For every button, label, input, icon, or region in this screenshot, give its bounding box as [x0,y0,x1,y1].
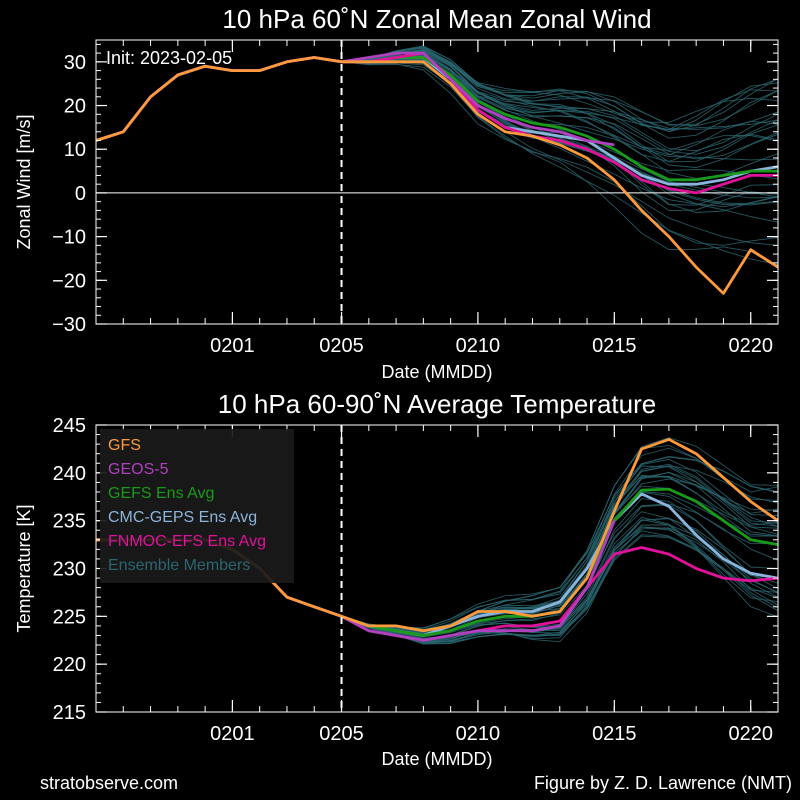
chart-figure: 10 hPa 60˚N Zonal Mean Zonal Wind Date (M… [14,4,779,769]
x-tick-label: 0210 [456,723,501,745]
legend-entry: GFS [108,437,141,454]
ensemble-member-line [341,519,779,642]
legend-entry: GEFS Ens Avg [108,485,214,502]
x-tick-label: 0215 [592,335,637,357]
legend: GFS GEOS-5 GEFS Ens Avg CMC-GEPS Ens Avg FNM… [100,429,294,583]
x-tick-label: 0205 [319,723,364,745]
ensemble-member-line [341,45,779,126]
ensemble-member-line [341,58,779,180]
y-axis-label: Temperature [K] [14,504,34,632]
ensemble-member-line [341,50,779,124]
init-annotation: Init: 2023-02-05 [106,48,232,68]
ensemble-member-line [341,503,779,639]
ensemble-member-line [341,47,779,139]
x-tick-label: 0220 [728,723,773,745]
ensemble-member-line [341,534,779,645]
y-tick-label: 20 [64,96,86,118]
ensemble-member-line [341,61,779,266]
x-tick-label: 0220 [728,335,773,357]
y-tick-label: 235 [53,511,86,533]
chart-title: 10 hPa 60˚N Zonal Mean Zonal Wind [222,4,651,34]
legend-box [100,429,294,583]
footer-credit: Figure by Z. D. Lawrence (NMT) [533,773,792,793]
footer-site: stratobserve.com [40,773,179,793]
x-axis-label: Date (MMDD) [382,362,493,382]
y-axis-label: Zonal Wind [m/s] [14,114,34,249]
x-tick-label: 0205 [319,335,364,357]
y-tick-label: 0 [75,183,86,205]
ensemble-member-line [341,46,779,127]
y-tick-label: 230 [53,559,86,581]
temperature-panel: 10 hPa 60-90˚N Average Temperature Date (… [14,389,779,769]
series-line-gfs [95,56,779,295]
chart-title: 10 hPa 60-90˚N Average Temperature [218,389,656,419]
x-tick-label: 0210 [456,335,501,357]
x-axis-label: Date (MMDD) [382,749,493,769]
y-tick-label: 220 [53,654,86,676]
ensemble-member-line [341,61,779,246]
y-tick-label: 215 [53,702,86,724]
ensemble-member-line [341,498,779,638]
x-tick-label: 0201 [210,723,255,745]
y-tick-label: −20 [52,270,86,292]
legend-entry: GEOS-5 [108,461,169,478]
y-tick-label: −10 [52,227,86,249]
wind-panel: 10 hPa 60˚N Zonal Mean Zonal Wind Date (M… [14,4,779,382]
ensemble-member-line [341,475,779,633]
y-tick-label: 225 [53,606,86,628]
x-tick-label: 0201 [210,335,255,357]
plot-frame [95,39,779,325]
ensemble-member-line [341,49,779,130]
y-tick-label: −30 [52,314,86,336]
y-tick-label: 245 [53,415,86,437]
legend-entry: CMC-GEPS Ens Avg [108,509,257,526]
ensemble-member-line [341,61,779,268]
x-tick-label: 0215 [592,723,637,745]
y-tick-label: 10 [64,139,86,161]
y-tick-label: 30 [64,52,86,74]
y-tick-label: 240 [53,463,86,485]
ensemble-member-line [341,485,779,635]
legend-entry: Ensemble Members [108,557,250,574]
legend-entry: FNMOC-EFS Ens Avg [108,533,266,550]
